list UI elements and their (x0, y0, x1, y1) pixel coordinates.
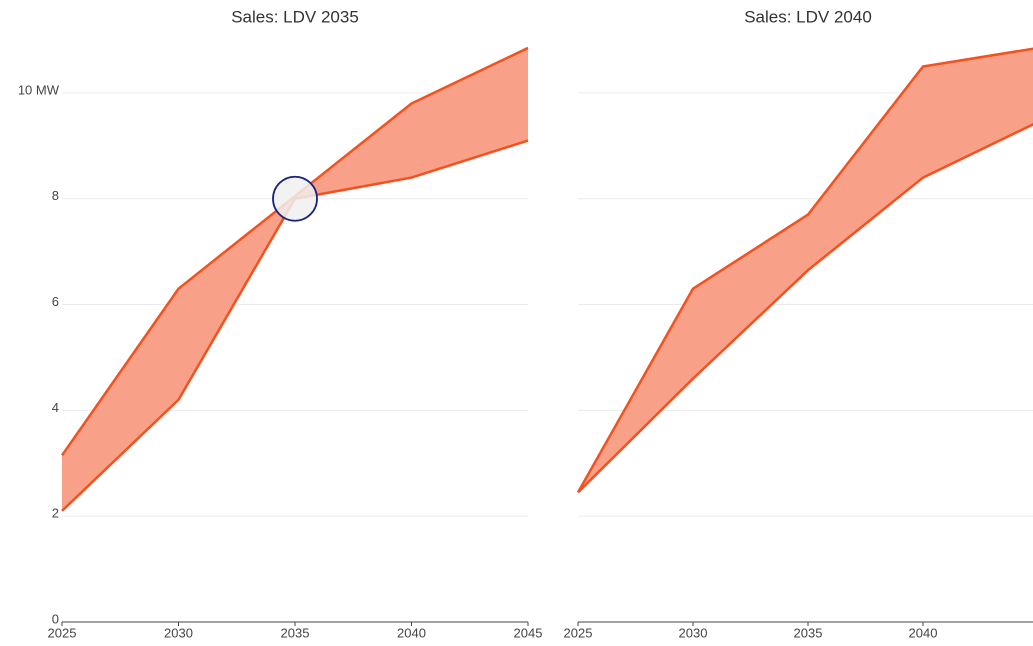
y-tick-label: 2 (52, 506, 59, 521)
y-tick-label: 8 (52, 188, 59, 203)
chart-title: Sales: LDV 2035 (231, 7, 359, 26)
band-area (62, 47, 528, 511)
charts: Sales: LDV 2035 0 2 4 6 8 10 MW 2025 2030 2035 204… (18, 7, 1033, 640)
x-tick-label: 2025 (564, 625, 593, 640)
band-line (576, 47, 1033, 493)
y-tick-label: 6 (52, 294, 59, 309)
x-tick-label: 2040 (909, 625, 938, 640)
x-tick-label: 2040 (397, 625, 426, 640)
band-line (577, 123, 1033, 494)
x-tick-label: 2030 (164, 625, 193, 640)
x-tick-label: 2035 (281, 625, 310, 640)
panel: Sales: LDV 2040 2025 2030 2035 2040 (564, 7, 1033, 640)
x-tick-label: 2045 (514, 625, 543, 640)
x-tick-label: 2030 (679, 625, 708, 640)
y-tick-label: 0 (52, 611, 59, 626)
highlight-marker (272, 175, 318, 222)
x-tick-label: 2025 (48, 625, 77, 640)
band-area (578, 48, 1033, 493)
x-tick-label: 2035 (794, 625, 823, 640)
y-tick-label: 4 (52, 400, 59, 415)
panel: Sales: LDV 2035 0 2 4 6 8 10 MW 2025 2030 2035 204… (18, 7, 543, 640)
chart-title: Sales: LDV 2040 (744, 7, 872, 26)
y-tick-label: 10 MW (18, 82, 60, 97)
